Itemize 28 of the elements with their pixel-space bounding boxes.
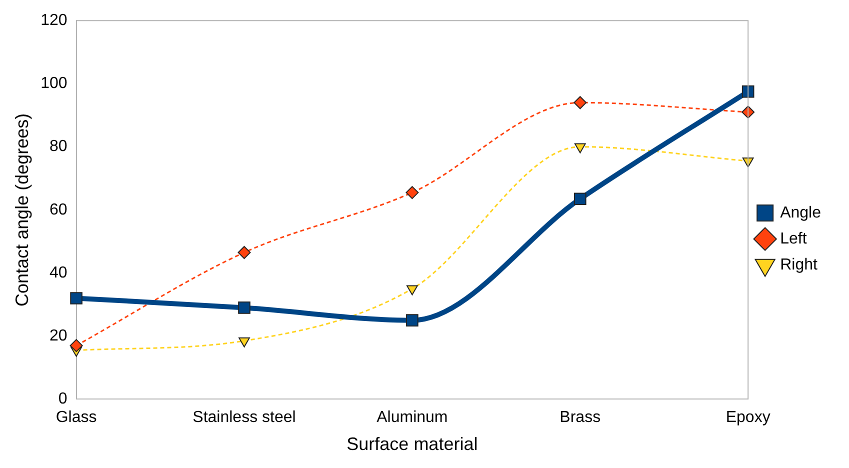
- point: [70, 339, 83, 352]
- x-tick-label: Glass: [56, 409, 97, 426]
- x-tick-label: Stainless steel: [192, 409, 296, 426]
- y-tick-label: 120: [40, 12, 68, 30]
- point: [574, 192, 586, 206]
- x-tick-label: Epoxy: [726, 409, 770, 426]
- y-tick-label: 40: [50, 264, 68, 282]
- legend-label: Right: [780, 256, 818, 274]
- point: [406, 314, 418, 326]
- point: [70, 292, 82, 304]
- x-tick-label: Brass: [560, 409, 601, 426]
- y-tick-label: 100: [40, 75, 68, 92]
- point: [406, 186, 419, 200]
- x-axis-title: Surface material: [346, 434, 478, 454]
- legend-label: Left: [780, 230, 808, 248]
- y-tick-label: 60: [50, 201, 68, 218]
- legend-label: Angle: [780, 204, 822, 222]
- point: [574, 143, 586, 154]
- y-axis-title: Contact angle (degrees): [12, 113, 32, 306]
- point: [406, 285, 418, 296]
- point: [574, 96, 587, 110]
- point: [238, 246, 251, 259]
- x-tick-label: Aluminum: [376, 409, 448, 426]
- y-tick-label: 20: [50, 328, 68, 345]
- point: [238, 302, 250, 314]
- y-tick-label: 80: [50, 138, 68, 156]
- point: [238, 337, 250, 348]
- y-tick-label: 0: [58, 390, 68, 408]
